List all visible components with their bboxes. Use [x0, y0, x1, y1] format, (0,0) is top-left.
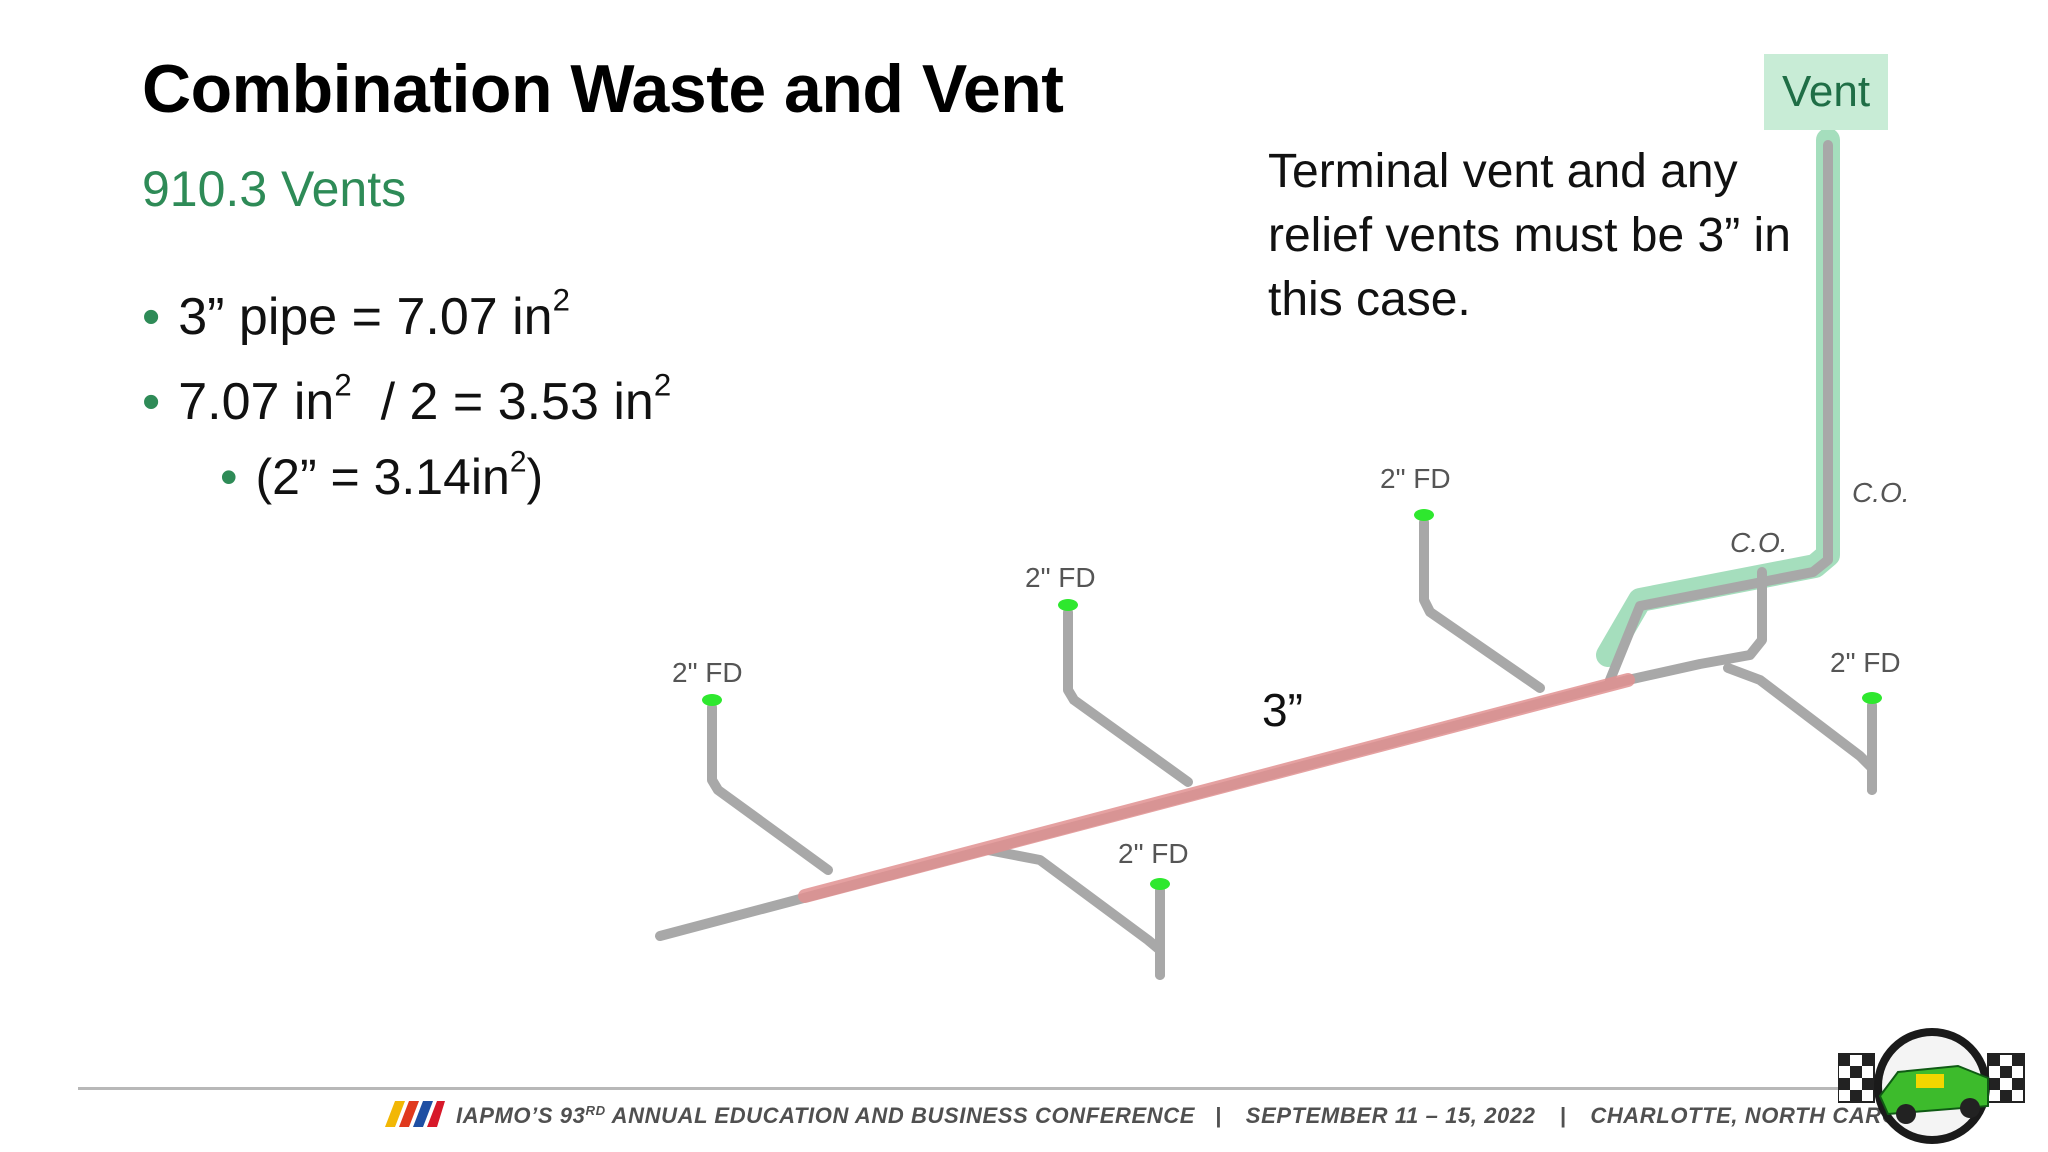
main-3in-highlight — [798, 673, 1635, 903]
bullet-dot: • — [142, 373, 161, 431]
bullet-dot: • — [220, 449, 238, 505]
drain-cap-icon — [1862, 692, 1882, 704]
bullet-half-area: • 7.07 in2 / 2 = 3.53 in2 — [142, 370, 671, 432]
drain-cap-icon — [702, 694, 722, 706]
drain-cap-icon — [1414, 509, 1434, 521]
superscript: 2 — [653, 367, 672, 403]
bullet-text: 7.07 in — [178, 373, 335, 431]
vent-pipe — [1605, 140, 1833, 685]
superscript: 2 — [509, 445, 527, 479]
fd-label: 2" FD — [1380, 463, 1451, 494]
footer-separator: | — [1559, 1103, 1567, 1128]
brand-stripes-icon — [385, 1101, 445, 1127]
race-car-emblem-icon — [1838, 1028, 2025, 1144]
pipe-network — [655, 140, 1877, 980]
fd-label: 2" FD — [672, 657, 743, 688]
superscript: 2 — [334, 367, 352, 403]
main-size-label: 3” — [1262, 684, 1303, 736]
footer-dates: SEPTEMBER 11 – 15, 2022 — [1245, 1103, 1536, 1128]
bullet-text: / 2 = 3.53 in — [351, 373, 654, 431]
vent-label: Vent — [1764, 54, 1888, 130]
slide-title: Combination Waste and Vent — [142, 51, 1064, 127]
drain-cap-icon — [1150, 878, 1170, 890]
main-drain-upturn — [1623, 567, 1767, 685]
drain-branch-2 — [1063, 607, 1193, 787]
slide-subtitle: 910.3 Vents — [142, 161, 407, 217]
fd-label: 2" FD — [1830, 647, 1901, 678]
footer-conference-name: IAPMO’S 93 — [456, 1103, 586, 1128]
drain-branch-5 — [1723, 663, 1877, 795]
drain-cap-icon — [1058, 599, 1078, 611]
footer-separator: | — [1215, 1103, 1222, 1128]
footer-divider — [78, 1087, 1843, 1090]
callout-text: Terminal vent and any relief vents must … — [1268, 145, 1791, 326]
sub-bullet-2in-area: • (2” = 3.14in2) — [220, 445, 544, 506]
bullet-dot: • — [142, 288, 161, 346]
footer-conference: IAPMO’S 93RD ANNUAL EDUCATION AND BUSINE… — [456, 1103, 1957, 1129]
fd-label: 2" FD — [1118, 838, 1189, 869]
floor-drain-caps — [702, 509, 1882, 890]
footer-conference-name: ANNUAL EDUCATION AND BUSINESS CONFERENCE — [605, 1103, 1196, 1128]
bullet-text: 3” pipe = 7.07 in — [178, 288, 553, 346]
cleanout-label: C.O. — [1852, 477, 1910, 508]
bullet-text: ) — [526, 449, 544, 505]
footer-ordinal: RD — [585, 1103, 606, 1119]
bullet-text: (2” = 3.14in — [255, 449, 510, 505]
bullet-pipe-area: • 3” pipe = 7.07 in2 — [142, 285, 570, 347]
fd-label: 2" FD — [1025, 562, 1096, 593]
drain-branch-3 — [1419, 517, 1545, 693]
cleanout-label: C.O. — [1730, 527, 1788, 558]
superscript: 2 — [552, 282, 570, 318]
drain-branch-1 — [707, 702, 833, 875]
